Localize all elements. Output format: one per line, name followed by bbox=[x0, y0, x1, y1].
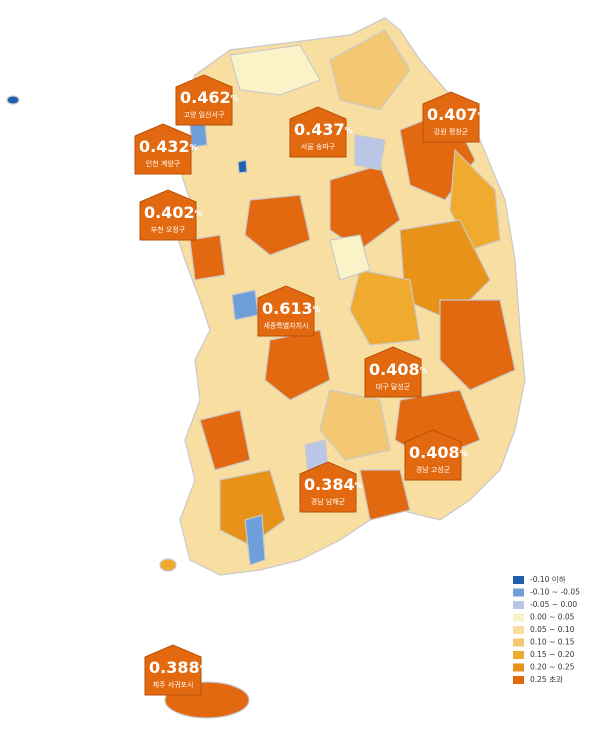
region bbox=[244, 514, 266, 566]
unit: % bbox=[195, 209, 203, 218]
callout-value: 0.384% bbox=[304, 475, 363, 494]
region bbox=[359, 469, 411, 521]
callout-value: 0.402% bbox=[144, 203, 203, 222]
callout: 0.408% 대구 달성군 bbox=[364, 346, 428, 398]
region bbox=[237, 159, 248, 174]
value: 0.388 bbox=[149, 658, 200, 677]
callout-label: 경남 고성군 bbox=[416, 465, 451, 474]
callout-shape bbox=[364, 346, 422, 398]
region bbox=[349, 269, 421, 346]
region bbox=[189, 234, 226, 281]
legend-label: 0.10 ~ 0.15 bbox=[530, 638, 575, 647]
callout: 0.437% 서울 송파구 bbox=[289, 106, 353, 158]
legend-swatch bbox=[513, 601, 524, 609]
value: 0.384 bbox=[304, 475, 355, 494]
callout-value: 0.408% bbox=[369, 360, 428, 379]
legend: -0.10 이하 -0.10 ~ -0.05 -0.05 ~ 0.00 0.00 ~ … bbox=[513, 574, 580, 684]
region bbox=[329, 234, 371, 281]
callout-shape bbox=[299, 461, 357, 513]
unit: % bbox=[200, 664, 208, 673]
unit: % bbox=[355, 481, 363, 490]
value: 0.462 bbox=[180, 88, 231, 107]
land bbox=[6, 17, 526, 719]
legend-swatch bbox=[513, 676, 524, 684]
region bbox=[219, 469, 286, 546]
callout-shape bbox=[139, 189, 197, 241]
callout-label: 인천 계양구 bbox=[146, 159, 181, 168]
value: 0.402 bbox=[144, 203, 195, 222]
legend-swatch bbox=[513, 626, 524, 634]
legend-swatch bbox=[513, 576, 524, 584]
island bbox=[159, 558, 177, 572]
unit: % bbox=[345, 126, 353, 135]
callout-label: 대구 달성군 bbox=[376, 382, 411, 391]
legend-swatch bbox=[513, 613, 524, 622]
region bbox=[329, 29, 411, 111]
region bbox=[231, 289, 259, 321]
callout-value: 0.432% bbox=[139, 137, 198, 156]
unit: % bbox=[420, 366, 428, 375]
region bbox=[244, 194, 311, 256]
callout-value: 0.462% bbox=[180, 88, 239, 107]
callout-shape bbox=[144, 644, 202, 696]
unit: % bbox=[231, 94, 239, 103]
region bbox=[439, 299, 516, 391]
callout-label: 서울 송파구 bbox=[301, 142, 336, 151]
callout-label: 경남 남해군 bbox=[311, 497, 346, 506]
unit: % bbox=[190, 143, 198, 152]
callout-shape bbox=[257, 285, 315, 337]
unit: % bbox=[313, 305, 321, 314]
callout-shape bbox=[134, 123, 192, 175]
region bbox=[229, 44, 321, 96]
callout-label: 부천 오정구 bbox=[151, 225, 186, 234]
legend-swatch bbox=[513, 588, 524, 597]
callout-label: 강원 평창군 bbox=[434, 127, 469, 136]
callout-value: 0.437% bbox=[294, 120, 353, 139]
callout-label: 세종특별자치시 bbox=[263, 321, 308, 330]
callout-shape bbox=[175, 74, 233, 126]
callout: 0.462% 고양 일산서구 bbox=[175, 74, 239, 126]
value: 0.432 bbox=[139, 137, 190, 156]
callout-shape bbox=[289, 106, 347, 158]
legend-swatch bbox=[513, 638, 524, 647]
callout: 0.407% 강원 평창군 bbox=[422, 91, 486, 143]
callout: 0.613% 세종특별자치시 bbox=[257, 285, 321, 337]
unit: % bbox=[478, 111, 486, 120]
callout: 0.402% 부천 오정구 bbox=[139, 189, 203, 241]
value: 0.408 bbox=[409, 443, 460, 462]
region bbox=[354, 134, 386, 171]
legend-label: -0.10 이하 bbox=[530, 574, 566, 584]
value: 0.437 bbox=[294, 120, 345, 139]
callout: 0.432% 인천 계양구 bbox=[134, 123, 198, 175]
callout-value: 0.613% bbox=[262, 299, 321, 318]
callout-value: 0.408% bbox=[409, 443, 468, 462]
callout: 0.388% 제주 서귀포시 bbox=[144, 644, 208, 696]
callout: 0.384% 경남 남해군 bbox=[299, 461, 363, 513]
legend-label: 0.25 초과 bbox=[530, 675, 563, 684]
value: 0.408 bbox=[369, 360, 420, 379]
island bbox=[6, 95, 20, 105]
callout-value: 0.407% bbox=[427, 105, 486, 124]
legend-label: 0.20 ~ 0.25 bbox=[530, 663, 575, 672]
callout-label: 고양 일산서구 bbox=[184, 110, 225, 119]
value: 0.613 bbox=[262, 299, 313, 318]
value: 0.407 bbox=[427, 105, 478, 124]
callout: 0.408% 경남 고성군 bbox=[404, 429, 468, 481]
legend-label: -0.05 ~ 0.00 bbox=[530, 600, 577, 609]
legend-swatch bbox=[513, 651, 524, 659]
region bbox=[319, 389, 391, 461]
legend-label: 0.00 ~ 0.05 bbox=[530, 613, 575, 622]
callout-label: 제주 서귀포시 bbox=[153, 680, 194, 689]
legend-label: 0.05 ~ 0.10 bbox=[530, 625, 575, 634]
callout-shape bbox=[404, 429, 462, 481]
callout-value: 0.388% bbox=[149, 658, 208, 677]
legend-label: 0.15 ~ 0.20 bbox=[530, 650, 575, 659]
legend-label: -0.10 ~ -0.05 bbox=[530, 588, 580, 597]
legend-swatch bbox=[513, 663, 524, 672]
callout-shape bbox=[422, 91, 480, 143]
unit: % bbox=[460, 449, 468, 458]
region bbox=[199, 409, 251, 471]
